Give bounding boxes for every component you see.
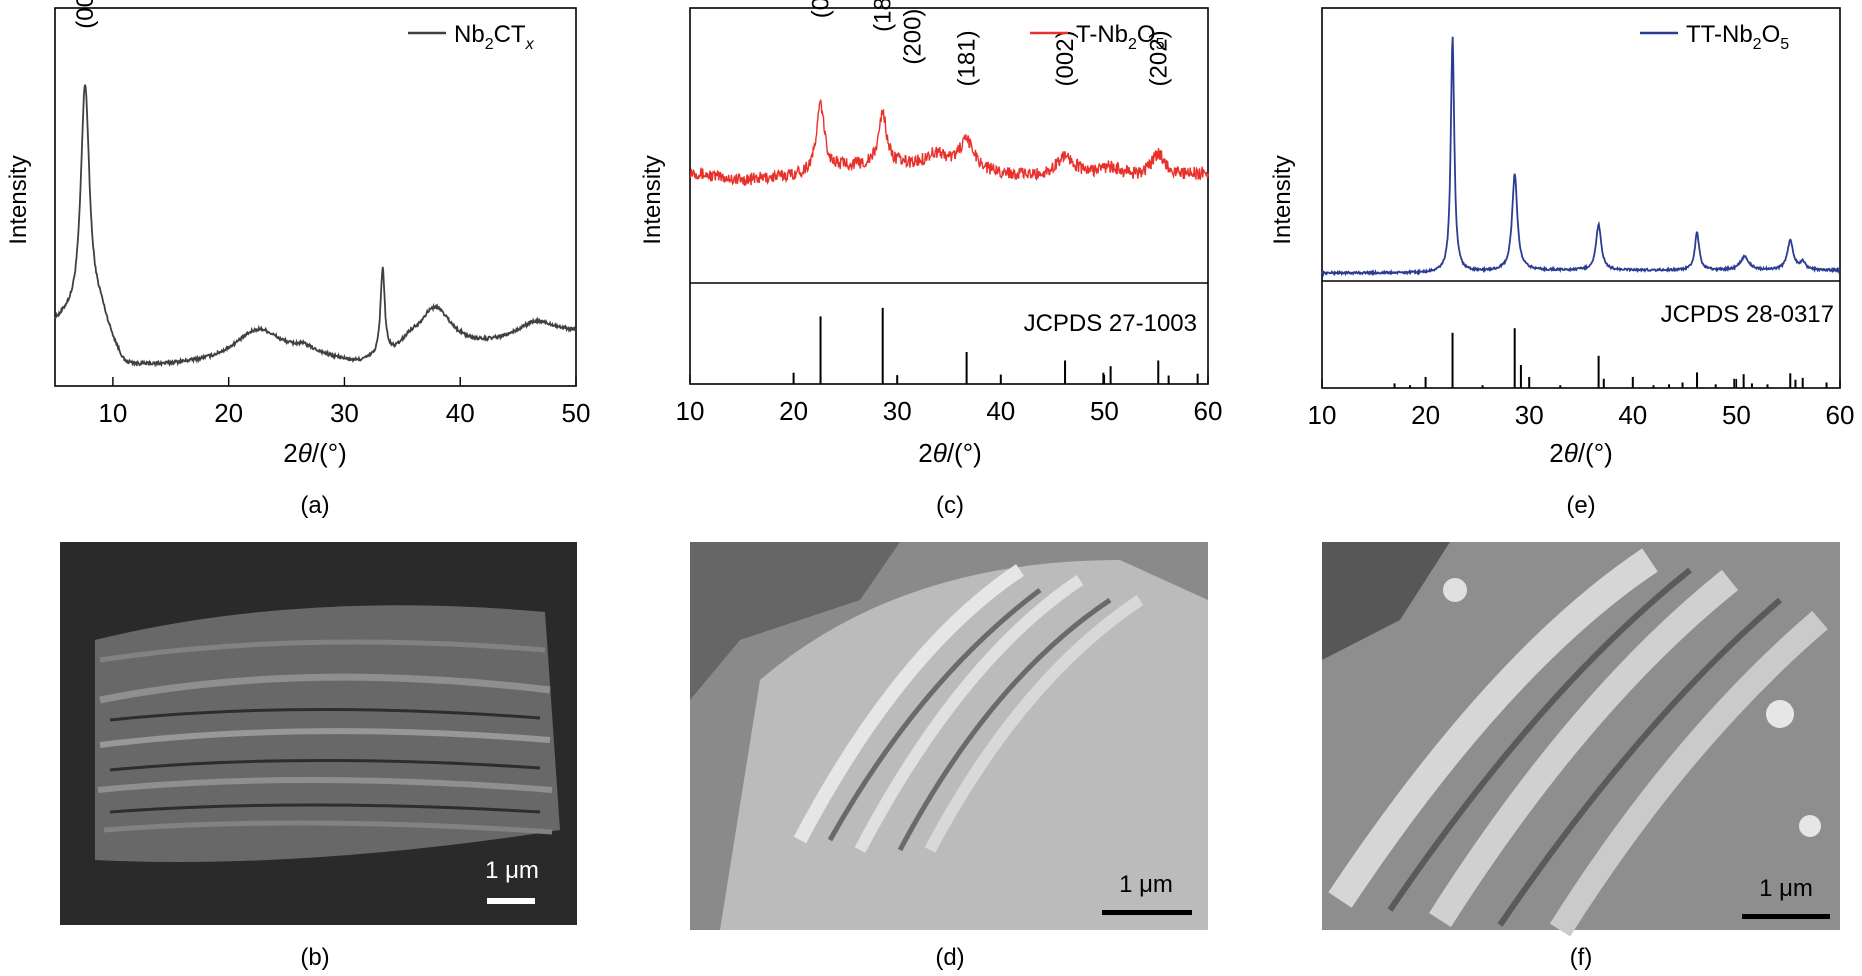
x-tick-label: 10 <box>676 396 705 426</box>
sem-texture <box>1322 542 1828 937</box>
peak-labels: (001) (180)(200) (181) (002) (202) <box>808 0 1173 86</box>
xrd-trace-t-nb2o5 <box>689 99 1209 186</box>
reference-sticks <box>792 307 1199 384</box>
x-ticks <box>1321 379 1841 388</box>
x-tick-label: 60 <box>1194 396 1223 426</box>
sem-texture <box>690 542 1208 930</box>
panel-label: (c) <box>936 492 964 519</box>
scale-bar-label: 1 μm <box>1119 871 1173 898</box>
y-axis-label: Intensity <box>639 155 666 244</box>
peak-label: (202) <box>1145 30 1172 86</box>
scale-bar <box>1102 910 1192 915</box>
x-ticks <box>689 375 1209 384</box>
plot-frame <box>54 7 577 387</box>
reference-label: JCPDS 28-0317 <box>1661 301 1834 328</box>
peak-label: (180) <box>870 0 897 32</box>
panel-label: (f) <box>1570 944 1593 971</box>
legend: Nb2CTx <box>408 21 535 53</box>
x-tick-label: 60 <box>1826 400 1855 430</box>
x-tick-label: 10 <box>98 398 127 428</box>
peak-label: (181) <box>954 30 981 86</box>
peak-labels: (002) <box>72 0 99 29</box>
legend: TT-Nb2O5 <box>1640 21 1789 53</box>
x-tick-label: 30 <box>330 398 359 428</box>
x-axis-label: 2θ/(°) <box>283 438 347 468</box>
panel-label: (a) <box>300 492 329 519</box>
scale-bar <box>487 898 535 904</box>
sem-panel-b: 1 μm (b) <box>60 542 577 971</box>
xrd-panel-c: 10 20 30 40 50 60 (001) (180)(200) (181) (002) (2… <box>639 0 1222 519</box>
y-axis-label: Intensity <box>1269 155 1296 244</box>
peak-label: (002) <box>1052 30 1079 86</box>
peak-label: (001) <box>808 0 835 18</box>
x-axis-label: 2θ/(°) <box>1549 438 1613 468</box>
sem-panel-f: 1 μm (f) <box>1322 542 1840 971</box>
x-tick-label: 30 <box>1515 400 1544 430</box>
reference-label: JCPDS 27-1003 <box>1024 310 1197 337</box>
x-tick-label: 10 <box>1308 400 1337 430</box>
x-tick-label: 40 <box>446 398 475 428</box>
y-axis-label: Intensity <box>5 155 32 244</box>
x-tick-labels: 10 20 30 40 50 60 <box>1308 400 1855 430</box>
legend: T-Nb2O5 <box>1030 21 1165 53</box>
sem-texture <box>95 605 560 862</box>
scale-bar-label: 1 μm <box>1759 875 1813 902</box>
legend-label: T-Nb2O5 <box>1076 21 1165 53</box>
panel-label: (e) <box>1566 492 1595 519</box>
scale-bar-label: 1 μm <box>485 857 539 884</box>
plot-frame <box>689 7 1209 385</box>
plot-frame <box>1321 7 1841 389</box>
x-tick-label: 40 <box>986 396 1015 426</box>
panel-label: (b) <box>300 944 329 971</box>
legend-label: Nb2CTx <box>454 21 535 53</box>
legend-label: TT-Nb2O5 <box>1686 21 1789 53</box>
x-tick-label: 20 <box>779 396 808 426</box>
x-tick-label: 50 <box>1090 396 1119 426</box>
x-tick-label: 30 <box>883 396 912 426</box>
peak-label: (200) <box>900 9 927 65</box>
peak-label: (002) <box>72 0 99 29</box>
x-tick-labels: 10 20 30 40 50 60 <box>676 396 1223 426</box>
xrd-trace-tt-nb2o5 <box>1321 36 1841 278</box>
x-tick-labels: 10 20 30 40 50 <box>98 398 590 428</box>
sem-panel-d: 1 μm (d) <box>690 542 1208 971</box>
x-axis-label: 2θ/(°) <box>918 438 982 468</box>
xrd-panel-a: 10 20 30 40 50 (002) Nb2CTx Intensity 2θ/(°)… <box>5 0 590 519</box>
x-ticks <box>112 377 577 386</box>
x-tick-label: 40 <box>1618 400 1647 430</box>
x-tick-label: 20 <box>1411 400 1440 430</box>
x-tick-label: 50 <box>1722 400 1751 430</box>
panel-label: (d) <box>935 944 964 971</box>
xrd-trace-nb2ctx <box>54 84 577 368</box>
scale-bar <box>1742 914 1830 919</box>
xrd-panel-e: 10 20 30 40 50 60 JCPDS 28-0317 TT-Nb2O5 Inte… <box>1269 7 1855 519</box>
x-tick-label: 20 <box>214 398 243 428</box>
x-tick-label: 50 <box>562 398 591 428</box>
reference-sticks <box>1393 328 1828 388</box>
